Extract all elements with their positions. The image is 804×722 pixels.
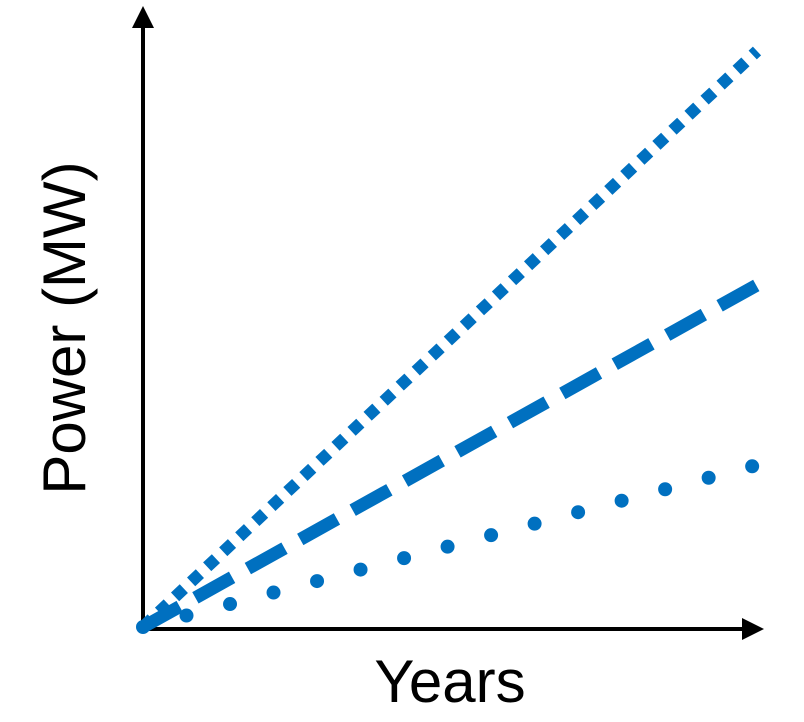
series-line — [136, 458, 764, 634]
y-axis-title: Power (MW) — [31, 161, 98, 494]
series-line — [138, 46, 762, 632]
x-axis-title: Years — [374, 648, 525, 715]
